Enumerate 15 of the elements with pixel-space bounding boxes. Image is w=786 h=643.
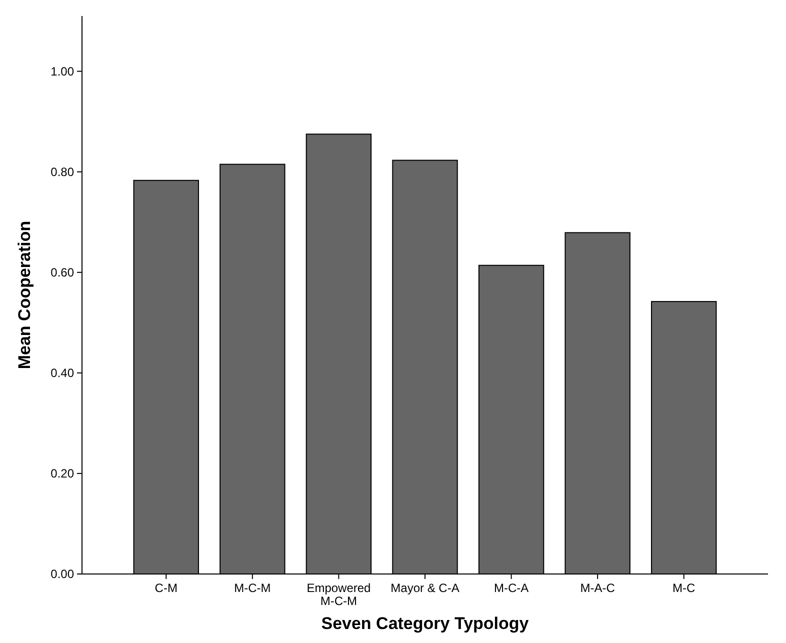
y-tick-label: 0.60 xyxy=(50,266,74,280)
x-tick-label: M-C xyxy=(672,581,696,595)
x-tick-label: M-C-M xyxy=(234,581,271,595)
y-tick-label: 0.40 xyxy=(50,366,74,380)
x-tick-label: M-A-C xyxy=(580,581,616,595)
y-tick-label: 0.00 xyxy=(50,567,74,582)
x-tick-label: M-C-A xyxy=(494,581,529,595)
x-tick-label: C-M xyxy=(154,581,178,595)
x-axis-title: Seven Category Typology xyxy=(321,614,530,633)
y-tick-label: 0.20 xyxy=(50,466,74,481)
x-tick-label: Mayor & C-A xyxy=(390,581,460,595)
y-tick-label: 0.80 xyxy=(50,165,74,180)
y-axis-title: Mean Cooperation xyxy=(15,220,34,370)
x-tick-label: Empowered M-C-M xyxy=(306,581,371,608)
y-tick-label: 1.00 xyxy=(50,64,74,78)
